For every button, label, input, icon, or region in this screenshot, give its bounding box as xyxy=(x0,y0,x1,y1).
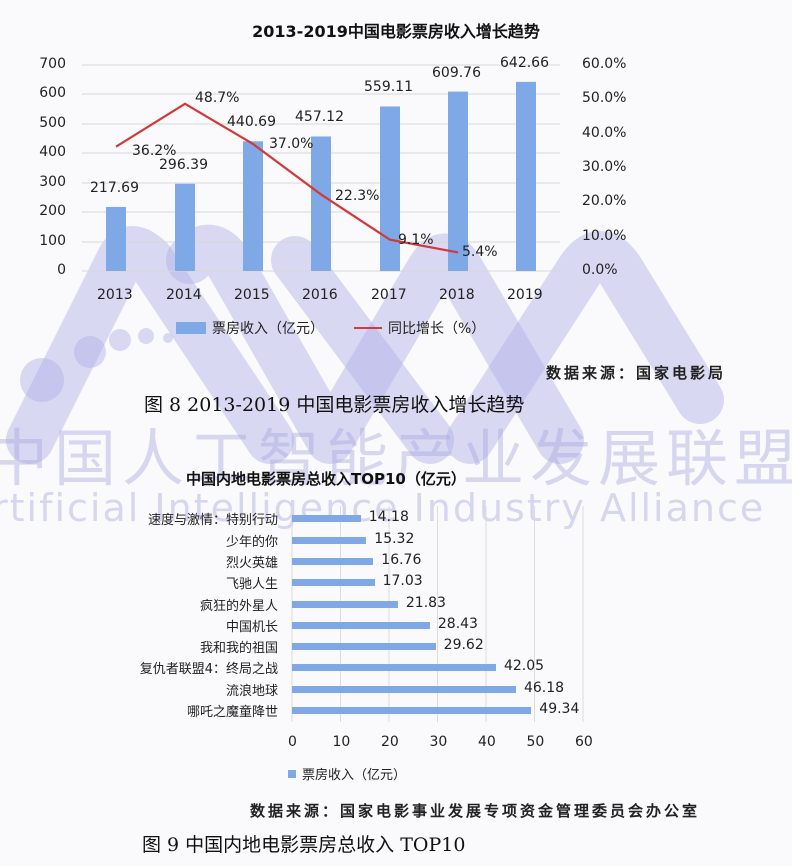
chart1-legend: 票房收入（亿元） 同比增长（%） xyxy=(176,318,485,338)
chart1-bar-value-label: 642.66 xyxy=(500,54,549,71)
chart1-left-axis-tick: 500 xyxy=(39,114,66,131)
chart2-bar xyxy=(292,686,516,693)
chart1-bar-value-label: 609.76 xyxy=(432,64,481,81)
figure9-source: 数据来源：国家电影事业发展专项资金管理委员会办公室 xyxy=(250,802,701,820)
chart2-bar xyxy=(292,664,496,671)
chart1-bar xyxy=(106,206,126,271)
legend-bar-label: 票房收入（亿元） xyxy=(302,768,407,783)
chart2-x-axis-tick: 0 xyxy=(288,734,297,750)
chart1-left-axis-tick: 200 xyxy=(39,203,66,220)
chart1-x-axis-tick: 2016 xyxy=(302,287,338,303)
chart1-x-axis-tick: 2017 xyxy=(371,287,407,303)
chart2-category-label: 复仇者联盟4：终局之战 xyxy=(139,662,278,677)
chart1-growth-value-label: 37.0% xyxy=(269,135,314,152)
chart2-bar-value-label: 49.34 xyxy=(539,701,580,717)
chart1-bar-value-label: 217.69 xyxy=(90,179,139,196)
chart1-bar xyxy=(448,91,468,272)
chart1-left-axis-tick: 400 xyxy=(39,144,66,161)
chart1-bar-value-label: 440.69 xyxy=(227,114,276,131)
chart2-x-axis-tick: 10 xyxy=(332,734,351,750)
chart1-x-axis-tick: 2019 xyxy=(507,287,543,303)
chart1-bar-value-label: 559.11 xyxy=(364,79,413,96)
chart2-bar xyxy=(292,558,374,565)
figure8-caption: 图 8 2013-2019 中国电影票房收入增长趋势 xyxy=(144,394,525,416)
chart2-bar xyxy=(292,601,398,608)
chart2-bar-value-label: 15.32 xyxy=(374,531,415,547)
chart1-bar xyxy=(380,106,400,271)
chart1-right-axis-tick: 60.0% xyxy=(582,56,627,72)
chart2-category-label: 烈火英雄 xyxy=(225,556,278,571)
legend-bar-swatch-icon xyxy=(288,769,296,778)
chart1-left-axis-tick: 0 xyxy=(57,262,66,278)
chart2-bar xyxy=(292,643,436,650)
chart2-category-label: 哪吒之魔童降世 xyxy=(186,705,278,720)
chart2-x-axis-tick: 40 xyxy=(478,734,496,750)
chart2-bar-value-label: 46.18 xyxy=(523,680,565,696)
chart1-x-axis-tick: 2015 xyxy=(234,287,270,303)
chart2-category-label: 流浪地球 xyxy=(225,684,278,699)
chart2-bar xyxy=(292,515,361,522)
chart1-growth-value-label: 22.3% xyxy=(335,188,380,205)
chart1-left-axis-tick: 700 xyxy=(39,56,66,72)
legend-bar-label: 票房收入（亿元） xyxy=(212,321,324,337)
chart1-right-axis-tick: 20.0% xyxy=(582,193,627,210)
chart1-bar xyxy=(243,141,263,271)
chart1-title: 2013-2019中国电影票房收入增长趋势 xyxy=(252,22,540,41)
chart1-right-axis-tick: 50.0% xyxy=(582,90,627,107)
chart1-right-axis-tick: 40.0% xyxy=(582,124,627,141)
chart1-bars xyxy=(106,81,536,272)
chart1-growth-value-label: 36.2% xyxy=(132,142,177,159)
chart1-x-axis-tick: 2018 xyxy=(439,287,475,303)
chart2-bar-value-label: 42.05 xyxy=(503,658,545,674)
chart1-right-axis-tick: 10.0% xyxy=(582,227,627,244)
chart2-legend: 票房收入（亿元） xyxy=(288,764,406,783)
chart2-bar xyxy=(292,707,532,714)
chart2-bar xyxy=(292,579,375,586)
chart2-x-axis-tick: 50 xyxy=(526,734,545,750)
chart2-category-label: 少年的你 xyxy=(225,535,278,550)
chart1-left-axis-tick: 100 xyxy=(39,232,66,249)
chart1-x-axis-tick: 2014 xyxy=(166,287,202,303)
legend-bar-swatch-icon xyxy=(176,322,206,334)
chart1-left-axis-tick: 300 xyxy=(39,173,66,190)
chart2-bar-value-label: 14.18 xyxy=(368,509,409,525)
legend-line-swatch-icon xyxy=(354,327,382,329)
chart2-category-label: 疯狂的外星人 xyxy=(199,599,278,614)
chart1-bar xyxy=(516,81,536,271)
chart2-bar-value-label: 16.76 xyxy=(381,552,422,568)
chart1-bar-value-label: 457.12 xyxy=(295,109,344,126)
chart1-growth-line xyxy=(115,102,459,254)
chart2-category-label: 速度与激情：特别行动 xyxy=(147,513,278,528)
chart1-bar-value-label: 296.39 xyxy=(159,156,208,173)
chart2-category-label: 中国机长 xyxy=(225,620,278,635)
chart2-bar-value-label: 21.83 xyxy=(405,595,446,611)
chart2-bar-value-label: 29.62 xyxy=(443,637,484,653)
chart2-category-label: 飞驰人生 xyxy=(225,577,278,592)
chart2-title: 中国内地电影票房总收入TOP10（亿元） xyxy=(186,470,466,488)
chart2-x-axis-tick: 20 xyxy=(381,734,399,750)
chart1-right-axis-tick: 0.0% xyxy=(582,262,618,278)
chart1-bar xyxy=(175,183,195,271)
figure9-caption: 图 9 中国内地电影票房总收入 TOP10 xyxy=(142,834,466,856)
chart2-bar xyxy=(292,537,367,544)
chart1-growth-value-label: 5.4% xyxy=(462,244,498,261)
figure8-source: 数据来源：国家电影局 xyxy=(546,364,727,382)
chart1-x-axis-tick: 2013 xyxy=(97,287,133,303)
chart2-bar-value-label: 17.03 xyxy=(382,573,423,589)
chart1-growth-value-label: 9.1% xyxy=(398,231,434,248)
legend-line-label: 同比增长（%） xyxy=(388,321,486,337)
chart2-x-axis-tick: 30 xyxy=(429,734,448,750)
chart2-category-label: 我和我的祖国 xyxy=(199,641,278,656)
chart1-growth-value-label: 48.7% xyxy=(195,89,240,106)
watermark-chinese-text: 中国人工智能产业发展联盟 xyxy=(0,422,792,495)
chart1-plot xyxy=(82,64,560,272)
chart2-bar-value-label: 28.43 xyxy=(437,616,478,632)
chart2-bar xyxy=(292,622,430,629)
chart2-x-axis-tick: 60 xyxy=(575,734,593,750)
chart1-bar xyxy=(311,136,331,271)
watermark-english-text: rtificial Intelligence Industry Alliance xyxy=(0,486,766,530)
chart1-right-axis-tick: 30.0% xyxy=(582,159,627,175)
chart1-left-axis-tick: 600 xyxy=(39,85,66,102)
